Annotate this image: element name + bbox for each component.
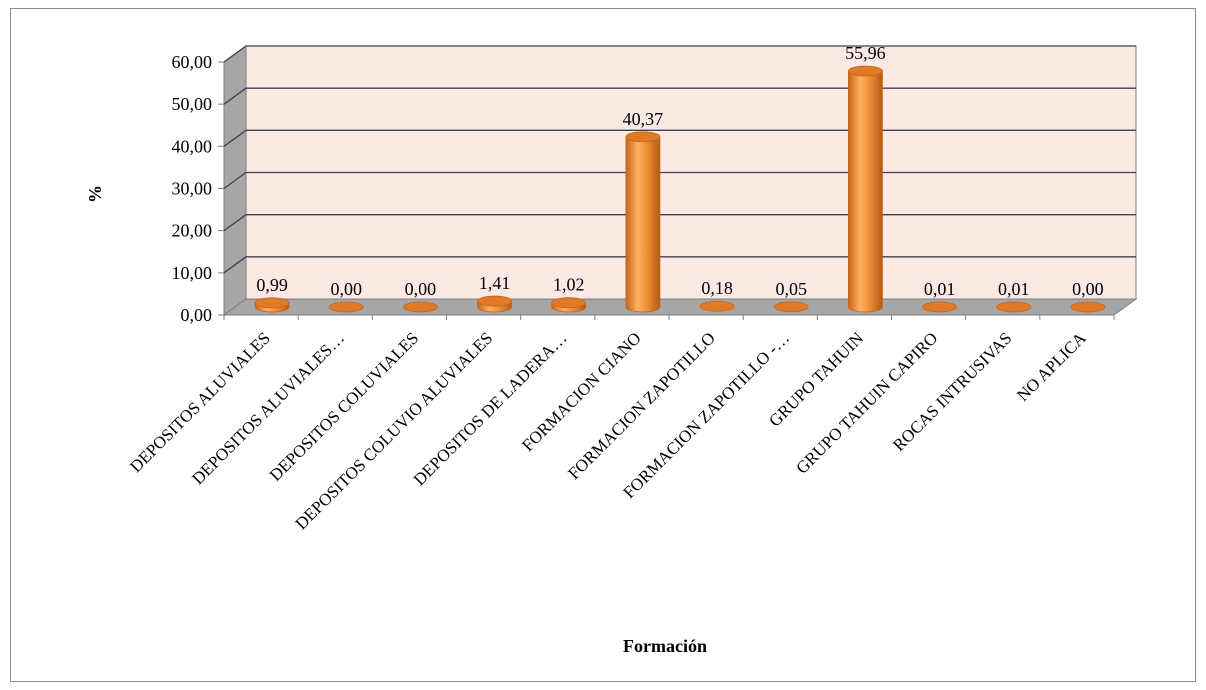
data-label: 0,00 xyxy=(331,279,363,299)
data-label: 1,41 xyxy=(479,273,511,293)
x-category-label: DEPOSITOS ALUVIALES… xyxy=(188,328,348,488)
data-label: 0,05 xyxy=(776,279,808,299)
x-category-label: FORMACION ZAPOTILLO xyxy=(564,328,719,483)
bar-top xyxy=(403,301,438,313)
bar-top xyxy=(773,301,809,313)
chart-walls xyxy=(222,45,1138,316)
bar xyxy=(477,295,512,313)
bar-top xyxy=(1070,301,1106,313)
bar-top xyxy=(922,301,957,313)
y-tick-label: 20,00 xyxy=(172,221,213,241)
data-label: 40,37 xyxy=(623,109,664,129)
bar-body xyxy=(625,136,661,313)
y-tick-label: 40,00 xyxy=(172,136,213,156)
y-tick-label: 50,00 xyxy=(172,94,213,114)
bar xyxy=(773,301,809,313)
bar xyxy=(996,301,1032,313)
gridline xyxy=(223,214,1136,232)
bar-top xyxy=(699,300,735,312)
bar xyxy=(551,297,587,313)
bar-top xyxy=(996,301,1032,313)
y-tick-label: 10,00 xyxy=(172,263,213,283)
data-label: 55,96 xyxy=(845,43,886,63)
bar xyxy=(1070,301,1106,313)
bars xyxy=(254,65,1106,313)
data-label: 0,01 xyxy=(924,279,956,299)
y-tick-label: 60,00 xyxy=(172,52,213,72)
gridline xyxy=(223,256,1136,274)
data-label: 0,01 xyxy=(998,279,1030,299)
x-category-label: DEPOSITOS ALUVIALES xyxy=(126,328,274,476)
data-labels: 0,99 0,00 0,00 1,41 1,02 40,37 0,18 0,05 55,96 0,… xyxy=(256,43,1103,299)
bar xyxy=(254,297,290,313)
x-category-label: GRUPO TAHUIN CAPIRO xyxy=(792,328,941,477)
data-label: 1,02 xyxy=(553,275,585,295)
data-label: 0,00 xyxy=(1072,279,1104,299)
x-category-label: DEPOSITOS DE LADERA… xyxy=(410,328,571,489)
bar-body xyxy=(848,70,883,313)
x-axis-title: Formación xyxy=(623,636,707,656)
data-label: 0,00 xyxy=(405,279,437,299)
gridline xyxy=(223,129,1136,147)
gridlines xyxy=(223,45,1136,274)
gridline xyxy=(223,171,1136,190)
bar xyxy=(848,65,883,313)
bar xyxy=(403,301,438,313)
x-category-label: DEPOSITOS COLUVIALES xyxy=(266,328,422,484)
bar-top xyxy=(477,295,512,307)
y-tick-label: 30,00 xyxy=(172,179,213,199)
y-axis-ticks: 0,00 10,00 20,00 30,00 40,00 50,00 60,00 xyxy=(172,52,1115,325)
bar xyxy=(625,131,661,313)
gridline xyxy=(223,87,1136,105)
bar-top xyxy=(328,301,364,313)
bar xyxy=(922,301,957,313)
data-label: 0,99 xyxy=(256,275,288,295)
bar xyxy=(328,301,364,313)
chart-frame: 0,00 10,00 20,00 30,00 40,00 50,00 60,00 0,99 0… xyxy=(10,8,1196,682)
x-category-label: NO APLICA xyxy=(1013,328,1090,405)
bar-top xyxy=(848,65,883,77)
bar xyxy=(699,300,735,312)
gridline xyxy=(223,45,1136,63)
y-axis-title: % xyxy=(85,185,105,203)
y-tick-label: 0,00 xyxy=(181,305,213,325)
bar-top xyxy=(625,131,661,143)
bar-top xyxy=(254,297,290,309)
data-label: 0,18 xyxy=(701,278,733,298)
bar-top xyxy=(551,297,587,309)
